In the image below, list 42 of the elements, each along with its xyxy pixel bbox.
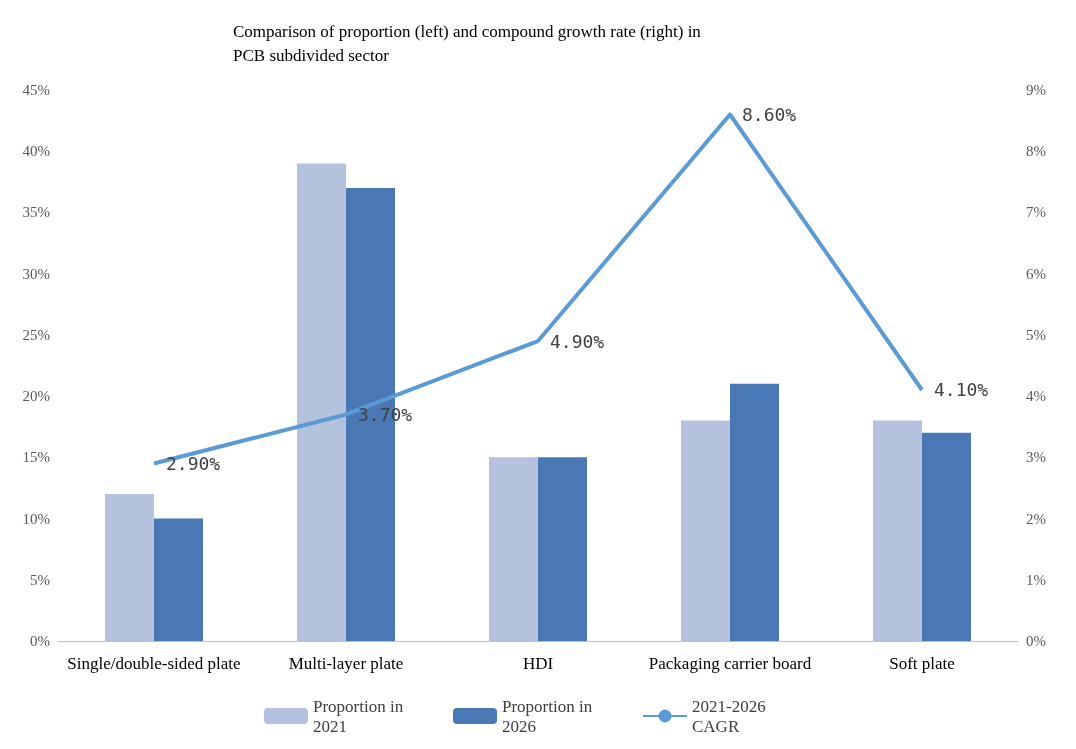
legend-label: Proportion in 2021 bbox=[313, 696, 408, 736]
y-tick-label: 5% bbox=[30, 571, 50, 588]
x-tick-label: Multi-layer plate bbox=[288, 654, 404, 673]
y2-tick-label: 8% bbox=[1026, 143, 1046, 160]
bar bbox=[105, 494, 154, 641]
y2-tick-label: 7% bbox=[1026, 204, 1046, 221]
y-tick-label: 40% bbox=[22, 143, 50, 160]
y2-tick-label: 0% bbox=[1026, 633, 1046, 649]
bar bbox=[297, 163, 346, 641]
y-tick-label: 10% bbox=[22, 510, 50, 527]
y2-tick-label: 2% bbox=[1026, 510, 1046, 527]
y-tick-label: 35% bbox=[22, 204, 50, 221]
y-tick-label: 25% bbox=[22, 326, 50, 343]
chart-title: Comparison of proportion (left) and compound growth rate (right) in PCB subdivided sector bbox=[233, 21, 706, 65]
x-tick-label: HDI bbox=[522, 654, 554, 673]
data-label: 4.10% bbox=[934, 379, 989, 401]
y2-tick-label: 5% bbox=[1026, 326, 1046, 343]
x-tick-label: Single/double-sided plate bbox=[67, 654, 241, 673]
y-tick-label: 0% bbox=[30, 633, 50, 649]
bar bbox=[489, 457, 538, 641]
y2-tick-label: 9% bbox=[1026, 82, 1046, 98]
bar bbox=[922, 432, 971, 641]
bar bbox=[730, 383, 779, 641]
y-tick-label: 30% bbox=[22, 265, 50, 282]
data-label: 4.90% bbox=[550, 330, 605, 352]
y-tick-label: 15% bbox=[22, 449, 50, 466]
bar bbox=[681, 420, 730, 641]
x-tick-label: Packaging carrier board bbox=[648, 654, 812, 673]
legend-label: 2021-2026 CAGR bbox=[692, 696, 770, 736]
bar bbox=[873, 420, 922, 641]
y2-tick-label: 3% bbox=[1026, 449, 1046, 466]
bar bbox=[538, 457, 587, 641]
y2-tick-label: 4% bbox=[1026, 388, 1046, 405]
y-tick-label: 45% bbox=[22, 82, 50, 98]
y2-tick-label: 1% bbox=[1026, 571, 1046, 588]
data-label: 8.60% bbox=[742, 103, 797, 125]
legend-label: Proportion in 2026 bbox=[502, 696, 597, 736]
bar bbox=[154, 518, 203, 641]
x-tick-label: Soft plate bbox=[889, 654, 955, 673]
y2-tick-label: 6% bbox=[1026, 265, 1046, 282]
data-label: 2.90% bbox=[166, 452, 221, 474]
y-tick-label: 20% bbox=[22, 388, 50, 405]
